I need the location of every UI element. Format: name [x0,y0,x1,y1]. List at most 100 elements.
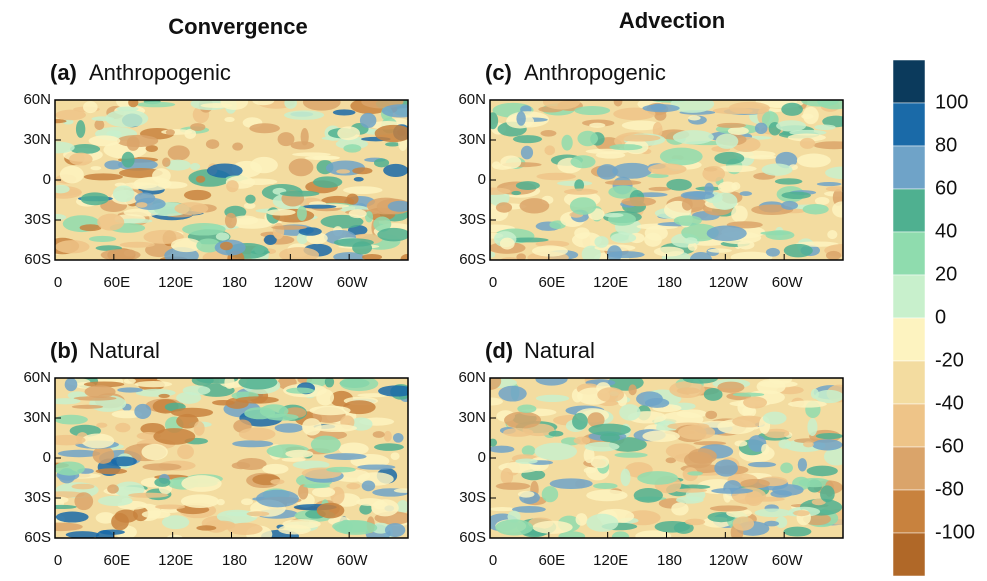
lat-tick-label: 0 [478,449,486,466]
map-blob [123,249,136,257]
lat-tick-label: 30N [23,409,51,426]
map-blob [55,109,86,121]
colorbar-box [892,446,926,491]
map-blob [540,130,557,137]
map-blob [648,163,687,175]
map-blob [798,477,831,488]
map-blob [158,393,170,398]
map-blob [816,182,842,187]
map-blob [266,413,299,421]
map-blob [59,165,84,184]
map-blob [620,468,631,487]
map-blob [274,423,304,433]
map-blob [714,459,738,477]
map-blob [346,482,361,490]
map-blob [298,484,309,500]
map-blob [313,176,343,188]
map-blob [266,209,296,216]
map-blob [490,112,499,130]
colorbar-label: -80 [935,478,964,500]
map-blob [671,502,689,516]
colorbar-label: 0 [935,306,946,328]
map-blob [825,186,843,192]
map-blob [536,172,577,181]
map-blob [490,397,503,406]
map-blob [336,169,351,174]
map-blob [590,455,610,469]
map-blob [134,380,173,388]
lat-tick-label: 30S [459,489,486,506]
map-blob [490,438,498,447]
map-blob [607,245,623,260]
map-blob [92,445,115,464]
map-blob [226,180,239,193]
map-blob [372,431,385,438]
map-blob [716,122,747,128]
map-blob [778,439,792,449]
map-blob [825,166,843,180]
map-blob [628,384,637,396]
panel-title: Natural [524,338,595,363]
map-blob [392,432,404,443]
map-blob [490,445,515,453]
lat-tick-label: 30S [459,211,486,228]
panel-title: Anthropogenic [89,60,231,85]
map-blob [176,413,199,429]
map-blob [205,139,220,149]
map-blob [378,385,408,397]
map-blob [75,120,86,138]
map-blob [811,498,826,506]
map-blob [400,253,408,260]
map-blob [55,511,89,523]
map-blob [714,151,745,165]
map-blob [706,225,747,242]
map-blob [633,488,663,503]
map-blob [224,212,237,229]
map-blob [373,158,390,168]
map-blob [71,404,104,409]
map-blob [352,167,373,175]
map-blob [279,247,320,260]
map-blob [79,224,102,232]
map-blob [219,241,233,251]
map-blob [747,461,777,468]
map-blob [81,433,115,449]
map-blob [224,378,235,389]
map-blob [824,447,843,466]
map-blob [775,516,788,529]
map-blob [365,211,374,223]
map-blob [783,243,813,258]
map-blob [334,520,378,535]
map-blob [180,494,220,509]
map-blob [154,504,186,510]
map-blob [343,186,383,195]
map-blob [324,453,367,460]
map-blob [161,515,190,530]
lon-tick-label: 120E [593,552,628,569]
colorbar-label: -20 [935,349,964,371]
lat-tick-label: 0 [43,449,51,466]
colorbar-label: 60 [935,177,957,199]
map-blob [515,458,538,464]
map-blob [748,155,777,160]
map-blob [534,442,577,461]
map-blob [761,443,770,455]
map-blob [385,142,401,147]
colorbar-box [892,274,926,319]
map-blob [490,187,511,195]
map-blob [136,101,176,108]
map-blob [765,247,780,257]
map-blob [111,513,129,531]
map-blob [383,163,408,177]
lon-tick-label: 60E [538,274,565,291]
map-blob [717,181,738,193]
map-blob [116,100,132,108]
map-blob [359,112,377,129]
map-blob [153,428,196,445]
map-blob [707,248,732,253]
map-blob [689,251,712,260]
lon-tick-label: 0 [54,274,62,291]
map-field [490,100,843,260]
lon-tick-label: 120W [274,274,314,291]
